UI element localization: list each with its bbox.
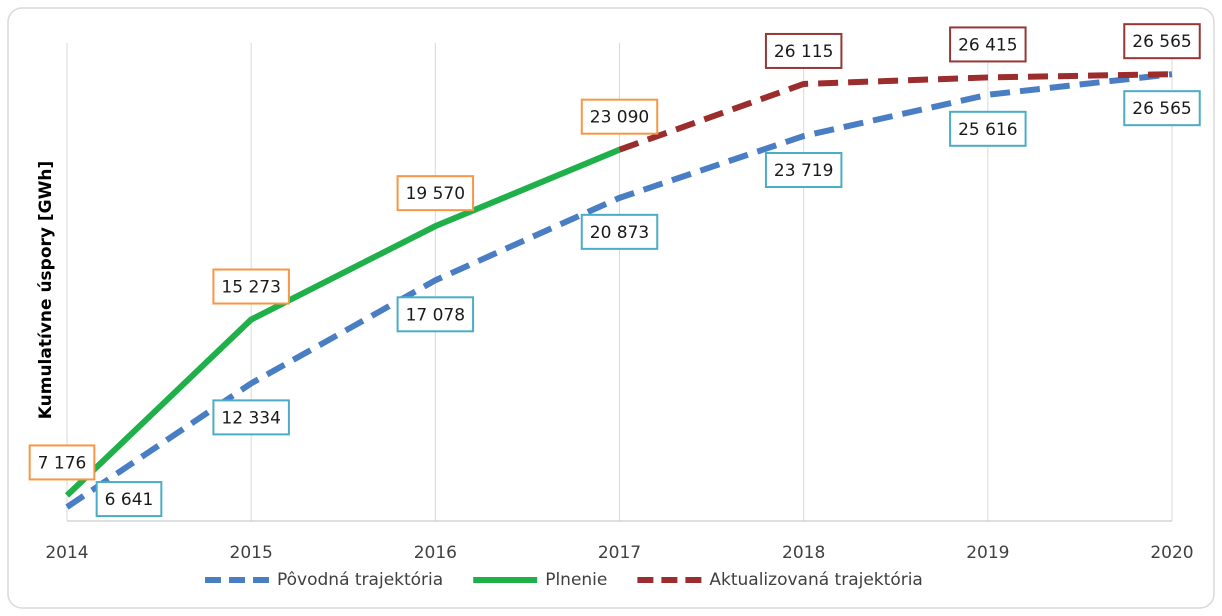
x-tick-label: 2017 [598,543,641,563]
value-label: 19 570 [406,184,465,204]
value-label-box [396,175,475,212]
series-line [65,71,1173,510]
value-label: 26 565 [1132,32,1191,52]
value-label-box [764,152,843,189]
series-line [618,71,1173,153]
value-label: 12 334 [221,408,280,428]
value-label-box [212,399,290,436]
value-label: 7 176 [38,453,87,473]
value-label: 26 415 [958,35,1017,55]
value-label-box [1123,90,1201,127]
value-label-box [580,213,659,250]
value-label: 17 078 [406,305,465,325]
legend-label: Plnenie [545,570,607,590]
y-axis-title: Kumulatívne úspory [GWh] [36,161,56,419]
series-line [64,146,621,498]
value-label: 6 641 [105,490,154,510]
legend-label: Aktualizovaná trajektória [709,570,922,590]
value-label-box [1123,23,1201,60]
x-tick-label: 2016 [414,543,457,563]
x-tick-label: 2018 [782,543,825,563]
value-label: 15 273 [221,278,280,298]
value-label-box [396,296,475,333]
chart-frame [7,7,1215,609]
value-label: 25 616 [958,120,1017,140]
value-label: 23 719 [774,161,833,181]
value-label-box [949,26,1027,63]
legend-label: Pôvodná trajektória [277,570,443,590]
value-label-box [580,98,659,135]
value-label-box [764,32,843,69]
x-tick-label: 2014 [45,543,88,563]
value-label: 26 565 [1132,99,1191,119]
value-label-box [28,444,96,481]
value-label-box [949,110,1027,147]
value-label: 20 873 [590,223,649,243]
value-label: 26 115 [774,42,833,62]
x-tick-label: 2015 [230,543,273,563]
value-label: 23 090 [590,108,649,128]
x-tick-label: 2019 [966,543,1009,563]
value-label-box [212,268,290,305]
value-label-box [95,481,163,518]
x-tick-label: 2020 [1150,543,1193,563]
